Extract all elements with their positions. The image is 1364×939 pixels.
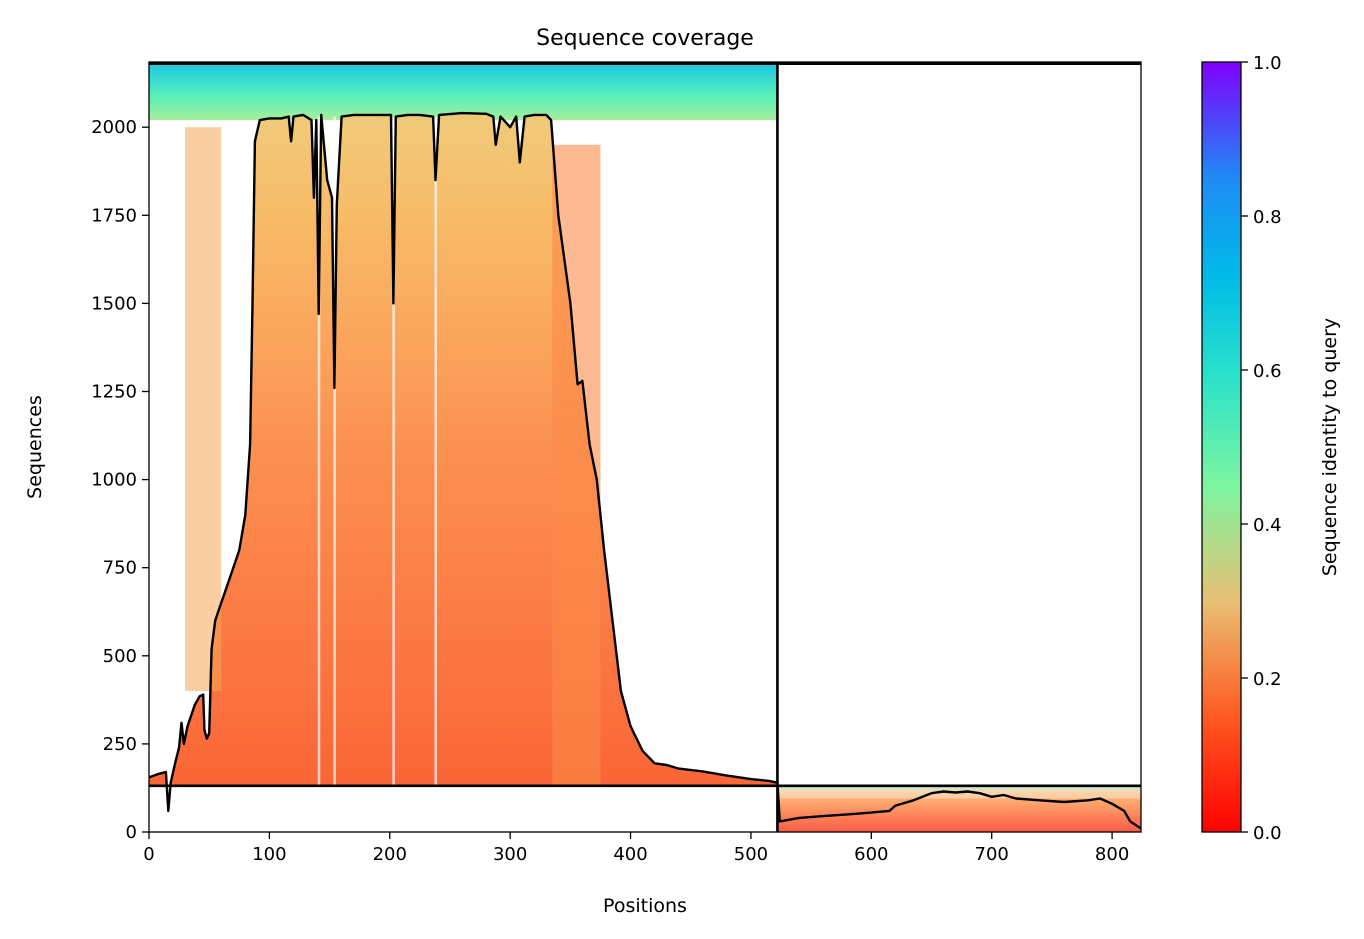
colorbar-tick-label: 0.0 [1253, 823, 1282, 844]
y-axis-ticks: 0 250 500 750 1000 1250 1500 1750 2000 [91, 117, 149, 843]
x-tick-label: 400 [613, 844, 647, 865]
x-tick-label: 800 [1095, 844, 1129, 865]
chart-title: Sequence coverage [536, 26, 754, 51]
x-tick-label: 300 [493, 844, 527, 865]
colorbar-tick-label: 0.2 [1253, 669, 1282, 690]
y-tick-label: 1000 [91, 470, 137, 491]
heatmap-main-block [149, 113, 778, 786]
colorbar-tick-label: 1.0 [1253, 53, 1282, 74]
y-axis-label: Sequences [24, 395, 46, 499]
y-tick-label: 2000 [91, 117, 137, 138]
heatmap-top-band [149, 62, 778, 121]
y-tick-label: 1750 [91, 205, 137, 226]
heatmap-gap-stripe [317, 116, 321, 786]
heatmap-gap-stripe [392, 116, 395, 786]
x-tick-label: 600 [854, 844, 888, 865]
y-tick-label: 750 [103, 558, 137, 579]
x-tick-label: 0 [143, 844, 154, 865]
x-axis-ticks: 0 100 200 300 400 500 600 700 800 [143, 832, 1129, 865]
x-axis-label: Positions [603, 895, 687, 917]
x-tick-label: 700 [975, 844, 1009, 865]
heatmap-gap-stripe [333, 116, 336, 786]
colorbar-ticks: 0.0 0.2 0.4 0.6 0.8 1.0 [1241, 53, 1282, 844]
heatmap-chain2-block [777, 785, 1141, 832]
chain-boundaries [149, 62, 1141, 832]
y-tick-label: 250 [103, 734, 137, 755]
coverage-line [148, 111, 1142, 830]
colorbar-tick-label: 0.6 [1253, 361, 1282, 382]
colorbar-label: Sequence identity to query [1319, 318, 1341, 576]
y-tick-label: 1250 [91, 381, 137, 402]
heatmap-right-flank [552, 144, 601, 786]
y-tick-label: 500 [103, 646, 137, 667]
x-tick-label: 200 [373, 844, 407, 865]
colorbar-tick-label: 0.4 [1253, 515, 1282, 536]
colorbar-tick-label: 0.8 [1253, 207, 1282, 228]
plot-frame [148, 61, 1142, 833]
coverage-heatmap [149, 62, 1141, 832]
y-tick-label: 0 [126, 822, 137, 843]
x-tick-label: 500 [734, 844, 768, 865]
x-tick-label: 100 [252, 844, 286, 865]
heatmap-gap-stripe [434, 116, 438, 786]
y-tick-label: 1500 [91, 293, 137, 314]
colorbar [1201, 61, 1242, 833]
heatmap-left-flank [185, 127, 222, 692]
